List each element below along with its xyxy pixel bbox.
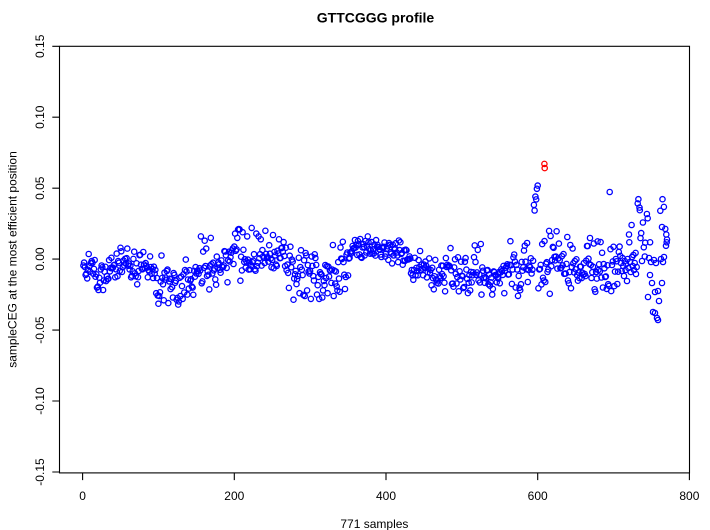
svg-text:-0.05: -0.05 [33, 316, 47, 344]
svg-text:800: 800 [679, 489, 699, 503]
svg-text:GTTCGGG profile: GTTCGGG profile [317, 10, 435, 26]
svg-text:0: 0 [79, 489, 86, 503]
svg-text:sampleCEG at the most efficien: sampleCEG at the most efficient position [5, 151, 19, 368]
svg-text:-0.15: -0.15 [33, 458, 47, 486]
svg-text:0.05: 0.05 [33, 176, 47, 200]
svg-text:600: 600 [528, 489, 548, 503]
svg-text:0.10: 0.10 [33, 105, 47, 129]
svg-text:771 samples: 771 samples [340, 517, 408, 530]
svg-text:-0.10: -0.10 [33, 387, 47, 415]
svg-text:200: 200 [224, 489, 244, 503]
svg-text:0.00: 0.00 [33, 247, 47, 271]
svg-text:0.15: 0.15 [33, 34, 47, 58]
svg-text:400: 400 [376, 489, 396, 503]
